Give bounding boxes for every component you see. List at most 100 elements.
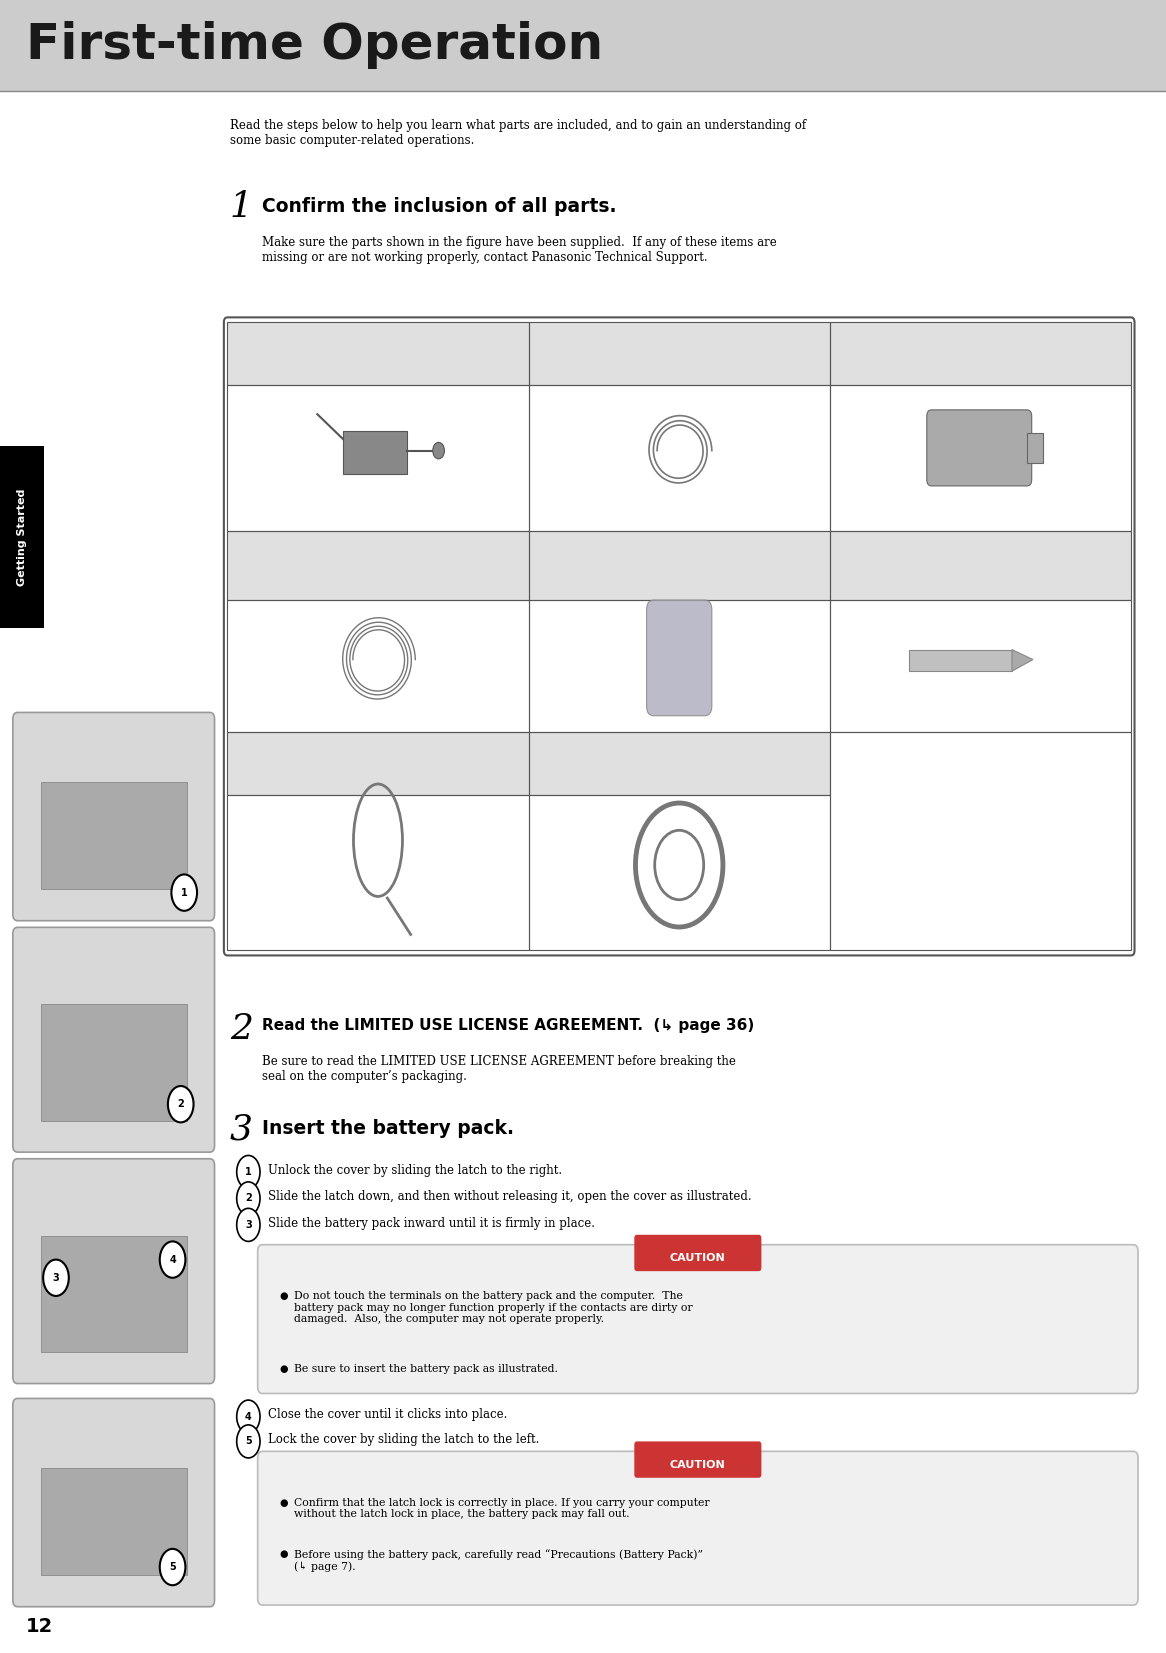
Text: Product Recovery
CD-ROM ................ 3: Product Recovery CD-ROM ................… (844, 815, 978, 836)
Circle shape (237, 1400, 260, 1433)
Text: 1: 1 (181, 888, 188, 898)
Bar (227, 322, 528, 385)
Text: CAUTION: CAUTION (670, 1253, 725, 1263)
Text: ●: ● (280, 1291, 288, 1301)
Text: Read the steps below to help you learn what parts are included, and to gain an u: Read the steps below to help you learn w… (230, 119, 806, 147)
Bar (227, 732, 528, 795)
Text: Slide the battery pack inward until it is firmly in place.: Slide the battery pack inward until it i… (268, 1217, 595, 1230)
Circle shape (171, 874, 197, 911)
FancyBboxPatch shape (258, 1451, 1138, 1605)
Text: Model No : CF-AA1623A: Model No : CF-AA1623A (324, 517, 431, 526)
Text: 2: 2 (245, 1193, 252, 1203)
FancyBboxPatch shape (634, 1235, 761, 1271)
Text: Shoulder Strap........1: Shoulder Strap........1 (542, 741, 679, 750)
Text: First-time Operation: First-time Operation (26, 21, 603, 69)
Bar (528, 795, 830, 950)
Bar (1027, 433, 1044, 463)
Text: Lock the cover by sliding the latch to the left.: Lock the cover by sliding the latch to t… (268, 1433, 540, 1446)
Text: 1: 1 (230, 190, 253, 225)
Text: Confirm the inclusion of all parts.: Confirm the inclusion of all parts. (262, 197, 617, 215)
Text: Do not touch the terminals on the battery pack and the computer.  The
battery pa: Do not touch the terminals on the batter… (294, 1291, 693, 1324)
Bar (528, 795, 830, 950)
Bar (343, 431, 407, 474)
Bar (830, 732, 1131, 950)
Text: (↳ page 9): (↳ page 9) (653, 934, 705, 944)
Text: 12: 12 (26, 1618, 52, 1636)
Text: 4: 4 (169, 1255, 176, 1265)
Text: (↳ "Touchscreen(Advanced)"): (↳ "Touchscreen(Advanced)") (923, 716, 1037, 724)
Polygon shape (1012, 650, 1033, 671)
Text: ●: ● (280, 1549, 288, 1559)
FancyBboxPatch shape (13, 927, 215, 1152)
Text: Unlock the cover by sliding the latch to the right.: Unlock the cover by sliding the latch to… (268, 1164, 562, 1177)
Text: 5: 5 (245, 1436, 252, 1446)
Text: Tether ......................1: Tether ......................1 (241, 741, 386, 750)
Text: 2: 2 (177, 1099, 184, 1109)
Text: Stylus ......................1: Stylus ......................1 (844, 539, 988, 549)
Text: (↳ page 11): (↳ page 11) (349, 934, 407, 944)
Text: Read the LIMITED USE LICENSE AGREEMENT.  (↳ page 36): Read the LIMITED USE LICENSE AGREEMENT. … (262, 1018, 754, 1033)
Bar (528, 322, 830, 385)
Bar (528, 385, 830, 531)
Text: Insert the battery pack.: Insert the battery pack. (262, 1119, 514, 1137)
Ellipse shape (433, 443, 444, 460)
Bar (830, 531, 1131, 600)
Bar (528, 531, 830, 600)
Text: Be sure to read the LIMITED USE LICENSE AGREEMENT before breaking the
seal on th: Be sure to read the LIMITED USE LICENSE … (262, 1055, 736, 1083)
Bar (41, 782, 187, 889)
Bar (227, 531, 528, 600)
Bar (227, 795, 528, 950)
Text: AC adaptor ..........1: AC adaptor ..........1 (241, 331, 365, 341)
Text: 5: 5 (169, 1562, 176, 1572)
Circle shape (237, 1155, 260, 1189)
Bar (0, 0, 1166, 91)
FancyBboxPatch shape (258, 1245, 1138, 1393)
Text: ●: ● (280, 1364, 288, 1374)
Text: Soft Cloth ...............1: Soft Cloth ...............1 (542, 539, 680, 549)
Bar (528, 600, 830, 732)
Text: Model No :CF-VZSU30: Model No :CF-VZSU30 (932, 517, 1030, 526)
Text: Slide the latch down, and then without releasing it, open the cover as illustrat: Slide the latch down, and then without r… (268, 1190, 752, 1203)
Bar (830, 385, 1131, 531)
Text: Latch: Latch (79, 739, 110, 749)
Text: Modem Telephone
Cable ......................1: Modem Telephone Cable ..................… (241, 539, 381, 560)
Circle shape (237, 1208, 260, 1241)
Text: 3: 3 (52, 1273, 59, 1283)
Bar (830, 600, 1131, 732)
Circle shape (237, 1182, 260, 1215)
Text: Battery Pack........1: Battery Pack........1 (844, 331, 965, 341)
Text: Cover: Cover (23, 1050, 56, 1060)
FancyBboxPatch shape (634, 1441, 761, 1478)
Bar (227, 385, 528, 531)
Text: Close the cover until it clicks into place.: Close the cover until it clicks into pla… (268, 1408, 507, 1422)
Bar (528, 732, 830, 795)
Text: Getting Started: Getting Started (17, 489, 27, 585)
Bar (528, 322, 830, 385)
Bar (830, 385, 1131, 531)
Bar (528, 385, 830, 531)
Text: 4: 4 (245, 1412, 252, 1422)
Text: Be sure to insert the battery pack as illustrated.: Be sure to insert the battery pack as il… (294, 1364, 557, 1374)
Text: 2: 2 (230, 1012, 253, 1046)
Text: Windows® Book .... 1: Windows® Book .... 1 (844, 787, 978, 797)
Bar (528, 600, 830, 732)
Text: 3: 3 (245, 1220, 252, 1230)
Bar (227, 600, 528, 732)
Bar (528, 531, 830, 600)
Bar (227, 795, 528, 950)
Bar (830, 732, 1131, 950)
Circle shape (160, 1549, 185, 1585)
Text: Make sure the parts shown in the figure have been supplied.  If any of these ite: Make sure the parts shown in the figure … (262, 236, 777, 264)
Bar (528, 732, 830, 795)
Bar (830, 322, 1131, 385)
Bar (41, 1468, 187, 1575)
Circle shape (237, 1425, 260, 1458)
Bar (227, 322, 528, 385)
Circle shape (160, 1241, 185, 1278)
Text: ●: ● (280, 1498, 288, 1508)
Bar (909, 650, 1012, 671)
Bar (227, 600, 528, 732)
Text: 3: 3 (230, 1112, 253, 1147)
Text: Operating Instructions: Operating Instructions (844, 741, 977, 750)
Text: CAUTION: CAUTION (670, 1460, 725, 1470)
